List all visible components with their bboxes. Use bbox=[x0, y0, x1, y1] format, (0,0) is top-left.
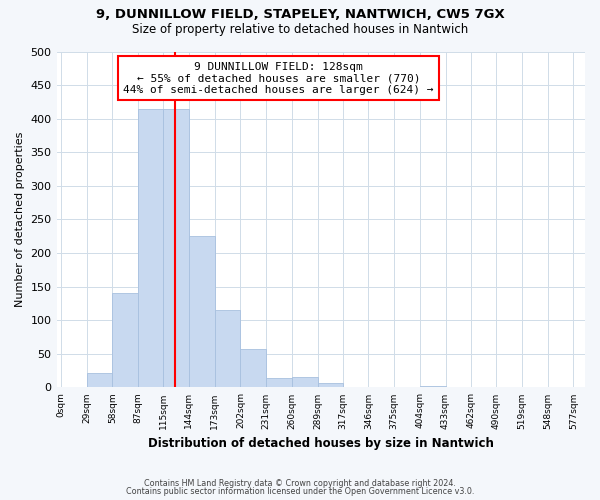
Bar bbox=[292, 376, 317, 388]
Bar bbox=[189, 236, 215, 388]
Bar bbox=[420, 386, 446, 388]
Text: 9 DUNNILLOW FIELD: 128sqm
← 55% of detached houses are smaller (770)
44% of semi: 9 DUNNILLOW FIELD: 128sqm ← 55% of detac… bbox=[123, 62, 434, 95]
Text: Contains HM Land Registry data © Crown copyright and database right 2024.: Contains HM Land Registry data © Crown c… bbox=[144, 478, 456, 488]
Text: Size of property relative to detached houses in Nantwich: Size of property relative to detached ho… bbox=[132, 22, 468, 36]
Bar bbox=[138, 108, 163, 388]
Bar bbox=[163, 108, 189, 388]
Text: Contains public sector information licensed under the Open Government Licence v3: Contains public sector information licen… bbox=[126, 487, 474, 496]
Y-axis label: Number of detached properties: Number of detached properties bbox=[15, 132, 25, 307]
Bar bbox=[87, 372, 112, 388]
X-axis label: Distribution of detached houses by size in Nantwich: Distribution of detached houses by size … bbox=[148, 437, 494, 450]
Bar bbox=[112, 294, 138, 388]
Bar bbox=[215, 310, 241, 388]
Bar bbox=[574, 387, 599, 388]
Bar bbox=[317, 384, 343, 388]
Text: 9, DUNNILLOW FIELD, STAPELEY, NANTWICH, CW5 7GX: 9, DUNNILLOW FIELD, STAPELEY, NANTWICH, … bbox=[95, 8, 505, 20]
Bar bbox=[266, 378, 292, 388]
Bar bbox=[241, 349, 266, 388]
